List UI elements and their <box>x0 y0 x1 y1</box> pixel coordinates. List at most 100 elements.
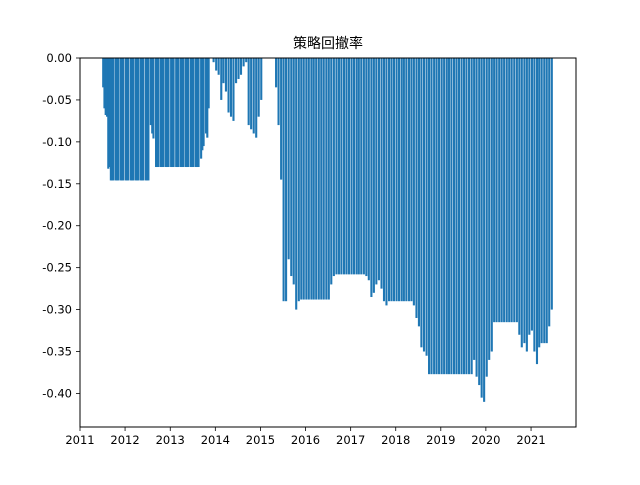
bar-94 <box>295 58 298 310</box>
bar-102 <box>315 58 318 300</box>
bar-108 <box>330 58 333 285</box>
bar-42 <box>170 58 173 168</box>
bar-62 <box>202 58 205 147</box>
bar-55 <box>191 58 194 168</box>
bar-13 <box>121 58 124 181</box>
bar-126 <box>375 58 378 285</box>
bar-99 <box>307 58 310 300</box>
bar-120 <box>360 58 363 275</box>
bar-16 <box>126 58 129 181</box>
bar-31 <box>151 58 154 134</box>
bar-109 <box>332 58 335 277</box>
x-tick-label-3: 2014 <box>201 433 230 447</box>
bar-89 <box>282 58 285 302</box>
bar-167 <box>478 58 481 386</box>
bar-68 <box>217 58 220 75</box>
bar-165 <box>473 58 476 360</box>
bar-29 <box>147 58 150 181</box>
bar-161 <box>462 58 466 375</box>
bar-143 <box>417 58 420 327</box>
bar-73 <box>229 58 233 117</box>
bar-180 <box>510 58 513 323</box>
bar-163 <box>468 58 471 375</box>
bar-83 <box>255 58 258 138</box>
bar-50 <box>182 58 185 168</box>
bar-174 <box>495 58 498 323</box>
bar-175 <box>498 58 501 323</box>
bar-9 <box>114 58 117 181</box>
x-tick-label-10: 2021 <box>516 433 545 447</box>
bar-3 <box>105 58 109 117</box>
bar-146 <box>425 58 428 356</box>
bar-137 <box>402 58 405 302</box>
bar-75 <box>235 58 238 84</box>
bar-39 <box>165 58 168 168</box>
bar-47 <box>177 58 180 168</box>
bar-170 <box>485 58 488 377</box>
bar-5 <box>108 58 111 168</box>
bar-70 <box>222 58 225 84</box>
bar-15 <box>124 58 127 181</box>
bar-85 <box>260 58 263 100</box>
bar-41 <box>167 58 170 168</box>
bar-103 <box>317 58 320 300</box>
bar-150 <box>435 58 438 375</box>
bar-147 <box>428 58 431 375</box>
bar-38 <box>162 58 165 168</box>
bar-24 <box>139 58 142 181</box>
bar-21 <box>134 58 137 181</box>
bar-53 <box>187 58 190 168</box>
bar-188 <box>530 58 533 331</box>
x-tick-label-8: 2019 <box>426 433 455 447</box>
x-axis: 2011 2012 2013 2014 2015 2016 2017 2018 2019 2020… <box>65 427 546 447</box>
bar-110 <box>335 58 338 275</box>
bar-135 <box>398 58 401 302</box>
bar-105 <box>322 58 325 300</box>
y-tick-label-0: 0.00 <box>46 51 72 65</box>
bar-111 <box>337 58 340 275</box>
bar-34 <box>156 58 159 168</box>
bar-93 <box>292 58 295 285</box>
bar-30 <box>149 58 152 126</box>
bar-56 <box>192 58 195 168</box>
bar-160 <box>460 58 463 375</box>
bar-133 <box>392 58 396 302</box>
bar-37 <box>161 58 164 168</box>
bar-20 <box>132 58 135 181</box>
bar-118 <box>355 58 358 275</box>
bar-18 <box>129 58 133 181</box>
x-tick-label-4: 2015 <box>246 433 275 447</box>
bar-7 <box>111 58 114 181</box>
bar-33 <box>155 58 158 168</box>
bar-43 <box>171 58 174 168</box>
bar-22 <box>136 58 139 181</box>
bar-88 <box>280 58 283 180</box>
bar-191 <box>538 58 541 348</box>
bar-156 <box>450 58 453 375</box>
bar-138 <box>405 58 408 302</box>
bar-195 <box>548 58 551 327</box>
bar-11 <box>117 58 120 181</box>
bar-91 <box>287 58 290 260</box>
bar-0 <box>102 58 105 88</box>
bar-145 <box>422 58 426 352</box>
bar-14 <box>122 58 125 181</box>
plot-frame <box>79 57 577 428</box>
bar-106 <box>325 58 328 300</box>
bar-54 <box>189 58 193 168</box>
bar-52 <box>186 58 189 168</box>
bar-128 <box>380 58 383 289</box>
bar-82 <box>252 58 255 134</box>
bar-184 <box>520 58 523 348</box>
y-tick-label-3: -0.15 <box>42 177 72 191</box>
bar-49 <box>181 58 184 168</box>
bar-176 <box>500 58 503 323</box>
x-tick-label-9: 2020 <box>471 433 500 447</box>
bar-77 <box>239 58 243 75</box>
bar-186 <box>525 58 528 352</box>
bar-123 <box>367 58 370 281</box>
bar-140 <box>410 58 413 302</box>
x-tick-label-7: 2018 <box>381 433 410 447</box>
bar-112 <box>340 58 343 275</box>
bar-1 <box>103 58 106 109</box>
